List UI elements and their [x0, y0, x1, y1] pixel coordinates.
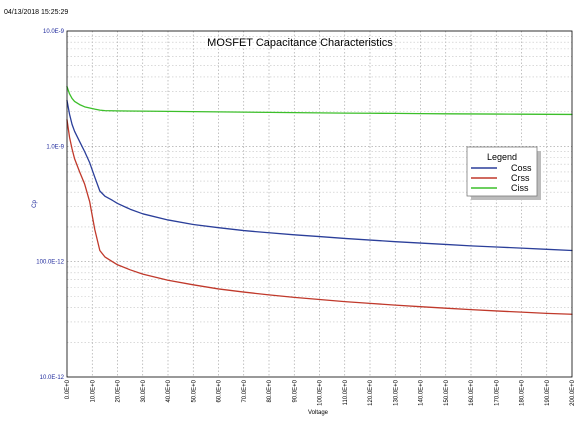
x-axis-label: Voltage [308, 410, 329, 416]
x-tick-label: 30.0E+0 [141, 379, 147, 402]
legend-label-coss: Coss [511, 163, 532, 173]
y-tick-label: 10.0E-12 [40, 375, 65, 381]
timestamp: 04/13/2018 15:25:29 [4, 9, 69, 16]
legend-title: Legend [487, 152, 517, 162]
series-line-ciss [66, 85, 573, 116]
x-tick-label: 60.0E+0 [217, 379, 223, 402]
x-tick-label: 0.0E+0 [65, 379, 71, 399]
x-tick-label: 50.0E+0 [191, 379, 197, 402]
plot-frame [66, 30, 573, 378]
x-tick-label: 170.0E+0 [494, 379, 500, 406]
x-tick-label: 70.0E+0 [242, 379, 248, 402]
ticks: 0.0E+0 10.0E+0 20.0E+0 30.0E+0 40.0E+0 50.0E+… [36, 29, 576, 406]
x-tick-label: 100.0E+0 [318, 379, 324, 406]
x-tick-label: 80.0E+0 [267, 379, 273, 402]
grid [67, 31, 572, 377]
x-tick-label: 120.0E+0 [368, 379, 374, 406]
legend-label-ciss: Ciss [511, 183, 529, 193]
x-tick-label: 110.0E+0 [343, 379, 349, 405]
y-tick-label: 100.0E-12 [36, 260, 64, 266]
series-line-crss [66, 119, 573, 315]
series-line-coss [66, 99, 573, 252]
x-tick-label: 180.0E+0 [520, 379, 526, 406]
x-tick-label: 200.0E+0 [570, 379, 576, 406]
x-tick-label: 130.0E+0 [393, 379, 399, 406]
x-tick-label: 40.0E+0 [166, 379, 172, 402]
x-tick-label: 10.0E+0 [90, 379, 96, 402]
legend-label-crss: Crss [511, 173, 530, 183]
x-tick-label: 20.0E+0 [116, 379, 122, 402]
x-tick-label: 90.0E+0 [292, 379, 298, 402]
x-tick-label: 150.0E+0 [444, 379, 450, 406]
x-tick-label: 160.0E+0 [469, 379, 475, 406]
y-axis-label: Cp [32, 200, 38, 208]
y-tick-label: 1.0E-9 [46, 144, 64, 150]
y-tick-label: 10.0E-9 [43, 29, 65, 35]
x-tick-label: 140.0E+0 [419, 379, 425, 406]
chart-title: MOSFET Capacitance Characteristics [207, 37, 393, 49]
x-tick-label: 190.0E+0 [545, 379, 551, 406]
series-lines [66, 85, 573, 315]
